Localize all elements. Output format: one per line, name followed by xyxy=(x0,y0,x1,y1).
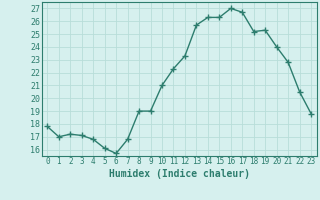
X-axis label: Humidex (Indice chaleur): Humidex (Indice chaleur) xyxy=(109,169,250,179)
